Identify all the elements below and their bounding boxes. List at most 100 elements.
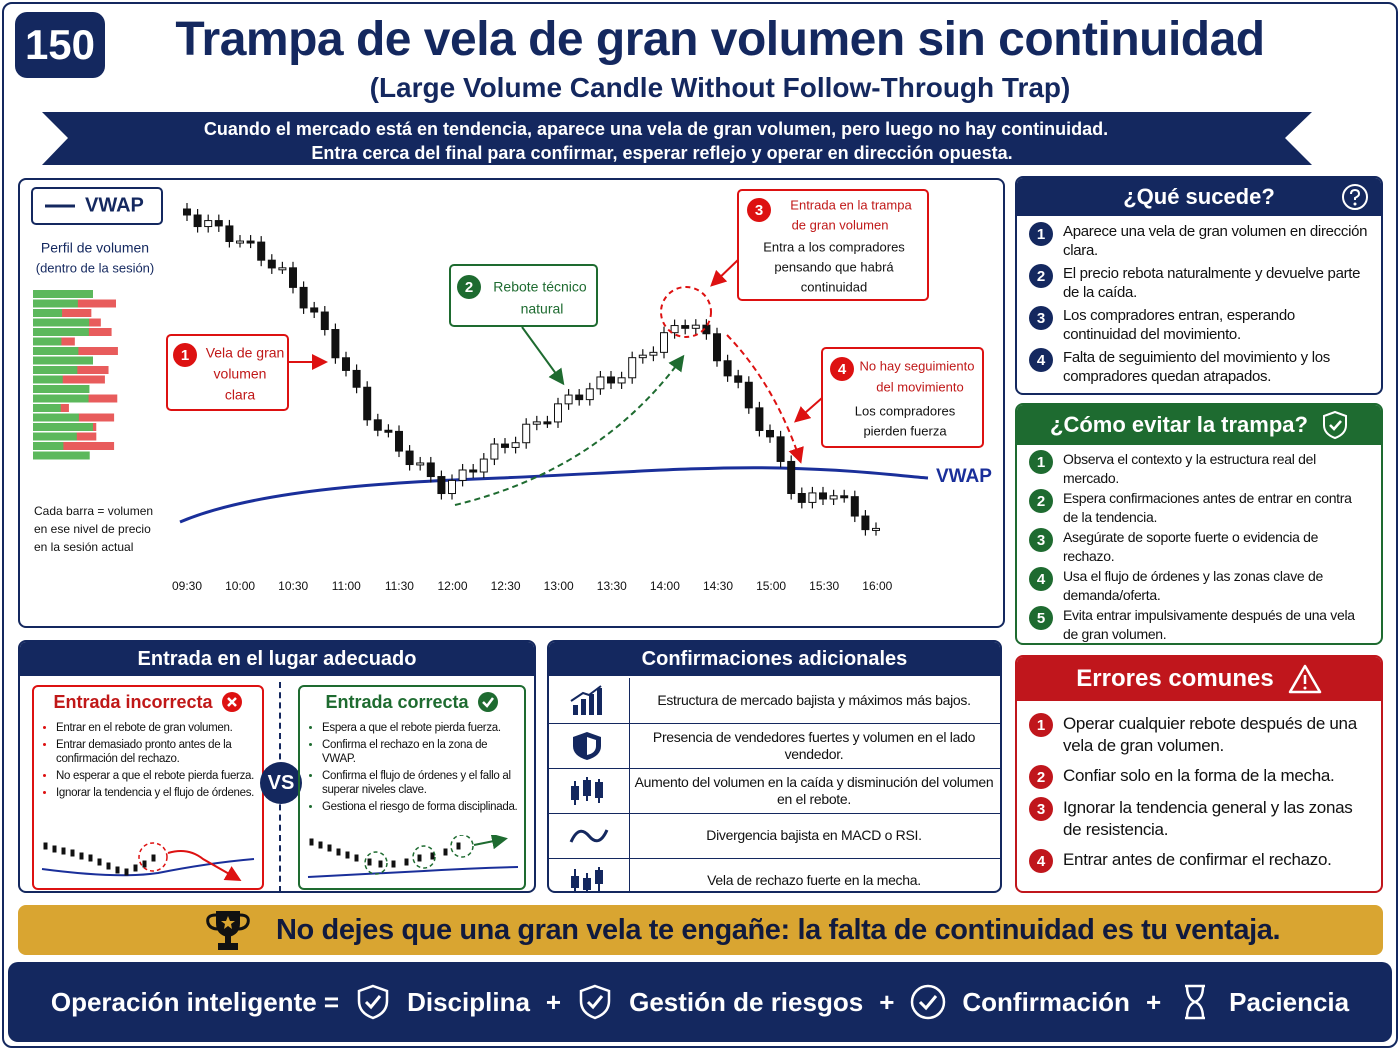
item-text: Usa el flujo de órdenes y las zonas clav… xyxy=(1063,568,1323,603)
time-label: 14:00 xyxy=(650,579,680,593)
time-label: 15:00 xyxy=(756,579,786,593)
item-text: Observa el contexto y la estructura real… xyxy=(1063,451,1316,486)
legend-box xyxy=(31,187,163,225)
candle-body xyxy=(267,259,276,269)
arrow xyxy=(793,397,823,423)
item-number: 4 xyxy=(1029,348,1053,372)
item-text: Aparece una vela de gran volumen en dire… xyxy=(1063,223,1368,259)
time-axis: 09:30 10:00 10:30 11:00 11:30 12:00 12:30 13:00… xyxy=(172,579,893,593)
rebound-arrow xyxy=(454,354,685,506)
time-label: 10:30 xyxy=(278,579,308,593)
confirmation-row: Estructura de mercado bajista y máximos … xyxy=(549,678,1000,724)
confirmation-text: Vela de rechazo fuerte en la mecha. xyxy=(707,872,921,888)
candle-body xyxy=(511,442,520,448)
candle-body xyxy=(575,394,584,401)
profile-bar xyxy=(33,423,93,431)
item-text: Confiar solo en la forma de la mecha. xyxy=(1063,766,1335,785)
candle-body xyxy=(850,496,859,517)
time-label: 16:00 xyxy=(862,579,892,593)
item-text: Evita entrar impulsivamente después de u… xyxy=(1063,607,1355,642)
mini-chart xyxy=(307,835,519,878)
list-item: 3 Los compradores entran, esperando conti… xyxy=(1029,306,1369,344)
candle-body xyxy=(776,436,785,462)
item-number: 1 xyxy=(1029,713,1053,737)
bars-icon xyxy=(570,685,602,715)
callout-title: Rebote técnico xyxy=(493,279,587,295)
callout-body: Los compradores xyxy=(855,403,956,418)
footer-separator: + xyxy=(879,986,895,1017)
trophy-icon xyxy=(206,911,250,950)
footer-icon xyxy=(579,984,611,1020)
list-item: 1 Aparece una vela de gran volumen en dir… xyxy=(1029,222,1369,260)
banner-line: Entra cerca del final para confirmar, es… xyxy=(311,143,1012,163)
legend-label: VWAP xyxy=(85,194,144,216)
time-label: 13:00 xyxy=(544,579,574,593)
profile-bar xyxy=(33,356,93,365)
callout-title: clara xyxy=(225,387,256,403)
footer-item: Confirmación xyxy=(962,986,1130,1017)
profile-bar xyxy=(33,299,78,308)
callout-title: del movimiento xyxy=(876,379,963,394)
item-number: 3 xyxy=(1029,797,1053,821)
candle-body xyxy=(585,388,594,401)
profile-subtitle: (dentro de la sesión) xyxy=(36,260,155,275)
callout-title: No hay seguimiento xyxy=(860,358,975,373)
profile-bar xyxy=(33,394,89,403)
panel-header: Errores comunes xyxy=(1017,657,1381,701)
time-label: 13:30 xyxy=(597,579,627,593)
candles-icon xyxy=(571,777,603,805)
callout-body: pierden fuerza xyxy=(863,423,947,438)
item-text: Ignorar la tendencia general y las zonas… xyxy=(1063,798,1353,839)
candle-body xyxy=(596,376,605,390)
time-label: 11:30 xyxy=(385,579,414,593)
arrow xyxy=(710,257,741,287)
item-text: Falta de seguimiento del movimiento y lo… xyxy=(1063,349,1331,385)
candle-body xyxy=(670,325,679,334)
shield-icon xyxy=(573,732,601,760)
candle-body xyxy=(691,324,700,329)
time-label: 14:30 xyxy=(703,579,733,593)
profile-bar xyxy=(33,375,63,384)
item-text: El precio rebota naturalmente y devuelve… xyxy=(1063,265,1361,301)
correct-box: Entrada correcta Espera a que el rebote … xyxy=(298,685,526,890)
candle-body xyxy=(734,375,743,383)
callout-box xyxy=(737,189,929,301)
candle-body xyxy=(681,325,690,329)
callout-box xyxy=(821,347,984,448)
candle-body xyxy=(384,429,393,433)
candle-body xyxy=(744,381,753,409)
box-header: Entrada correcta xyxy=(300,691,524,713)
arrow xyxy=(521,326,565,386)
list-item: 5 Evita entrar impulsivamente después de … xyxy=(1029,606,1369,643)
candle-body xyxy=(808,492,817,503)
panel-title: Entrada en el lugar adecuado xyxy=(137,647,417,670)
list-item: 4 Entrar antes de confirmar el rechazo. xyxy=(1029,849,1369,873)
item-text: Entrar antes de confirmar el rechazo. xyxy=(1063,850,1332,869)
candle-body xyxy=(299,286,308,309)
footer-icon xyxy=(911,984,946,1020)
item-number: 4 xyxy=(1029,849,1053,873)
bullet: Ignorar la tendencia y el flujo de órden… xyxy=(56,786,256,800)
candle-body xyxy=(617,377,626,384)
time-label: 10:00 xyxy=(225,579,255,593)
tagline: No dejes que una gran vela te engañe: la… xyxy=(276,913,1281,946)
footer-icon xyxy=(357,984,389,1020)
footer-item: Gestión de riesgos xyxy=(629,986,864,1017)
candle-body xyxy=(797,492,806,503)
callout-number: 2 xyxy=(465,279,473,296)
confirmation-text: Divergencia bajista en MACD o RSI. xyxy=(706,827,922,843)
profile-bar xyxy=(33,328,89,336)
profile-bar xyxy=(33,347,79,355)
list-item: 4 Usa el flujo de órdenes y las zonas cla… xyxy=(1029,567,1369,605)
candle-body xyxy=(214,220,223,227)
candle-body xyxy=(183,208,191,216)
errors-panel: Errores comunes 1 Operar cualquier rebote… xyxy=(1015,655,1383,893)
candles-icon xyxy=(571,867,603,891)
vs-badge: VS xyxy=(260,762,302,804)
list-item: 3 Ignorar la tendencia general y las zona… xyxy=(1029,797,1369,841)
candle-body xyxy=(458,469,467,481)
avoid-panel: ¿Cómo evitar la trampa? 1 Observa el cont… xyxy=(1015,403,1383,645)
candle-body xyxy=(840,495,849,499)
list-item: 1 Operar cualquier rebote después de una … xyxy=(1029,713,1369,757)
